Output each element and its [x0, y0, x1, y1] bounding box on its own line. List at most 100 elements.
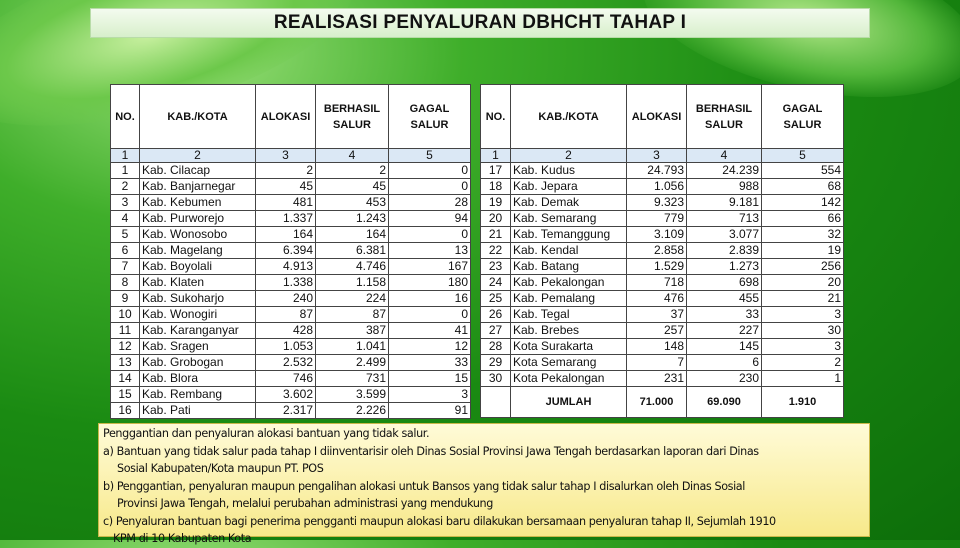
- note-c-cont: KPM di 10 Kabupaten Kota: [113, 532, 252, 545]
- kab-kota-cell: Kab. Temanggung: [510, 226, 627, 243]
- gagal-cell: 16: [388, 290, 471, 307]
- index-cell: 1: [480, 148, 511, 163]
- berhasil-cell: 2.499: [315, 354, 389, 371]
- total-row: JUMLAH 71.000 69.090 1.910: [480, 386, 844, 418]
- alokasi-cell: 746: [255, 370, 316, 387]
- alokasi-cell: 1.053: [255, 338, 316, 355]
- berhasil-cell: 1.243: [315, 210, 389, 227]
- table-row: 6 Kab. Magelang 6.394 6.381 13: [110, 242, 471, 259]
- no-cell: 20: [480, 210, 511, 227]
- kab-kota-cell: Kota Pekalongan: [510, 370, 627, 387]
- index-cell: 2: [139, 148, 256, 163]
- index-cell: 5: [761, 148, 844, 163]
- alokasi-cell: 240: [255, 290, 316, 307]
- kab-kota-cell: Kota Semarang: [510, 354, 627, 371]
- gagal-cell: 13: [388, 242, 471, 259]
- kab-kota-cell: Kab. Demak: [510, 194, 627, 211]
- no-cell: 23: [480, 258, 511, 275]
- table-row: 4 Kab. Purworejo 1.337 1.243 94: [110, 210, 471, 227]
- berhasil-cell: 4.746: [315, 258, 389, 275]
- table-row: 23 Kab. Batang 1.529 1.273 256: [480, 258, 844, 275]
- kab-kota-cell: Kab. Banjarnegar: [139, 178, 256, 195]
- kab-kota-cell: Kab. Cilacap: [139, 162, 256, 179]
- alokasi-cell: 779: [626, 210, 687, 227]
- total-alokasi: 71.000: [626, 386, 687, 418]
- total-berhasil: 69.090: [686, 386, 762, 418]
- berhasil-cell: 87: [315, 306, 389, 323]
- col-header: KAB./KOTA: [139, 84, 256, 149]
- kab-kota-cell: Kab. Purworejo: [139, 210, 256, 227]
- gagal-cell: 28: [388, 194, 471, 211]
- col-header: ALOKASI: [255, 84, 316, 149]
- index-cell: 3: [626, 148, 687, 163]
- alokasi-cell: 6.394: [255, 242, 316, 259]
- col-header: NO.: [480, 84, 511, 149]
- kab-kota-cell: Kab. Kebumen: [139, 194, 256, 211]
- alokasi-cell: 3.109: [626, 226, 687, 243]
- kab-kota-cell: Kab. Tegal: [510, 306, 627, 323]
- kab-kota-cell: Kab. Pekalongan: [510, 274, 627, 291]
- no-cell: 30: [480, 370, 511, 387]
- table-row: 29 Kota Semarang 7 6 2: [480, 354, 844, 371]
- gagal-cell: 33: [388, 354, 471, 371]
- alokasi-cell: 87: [255, 306, 316, 323]
- table-row: 24 Kab. Pekalongan 718 698 20: [480, 274, 844, 291]
- alokasi-cell: 481: [255, 194, 316, 211]
- kab-kota-cell: Kota Surakarta: [510, 338, 627, 355]
- berhasil-cell: 2.226: [315, 402, 389, 419]
- no-cell: 11: [110, 322, 140, 339]
- berhasil-cell: 453: [315, 194, 389, 211]
- alokasi-cell: 1.529: [626, 258, 687, 275]
- note-heading: Penggantian dan penyaluran alokasi bantu…: [103, 427, 430, 440]
- table-row: 7 Kab. Boyolali 4.913 4.746 167: [110, 258, 471, 275]
- col-header: BERHASIL SALUR: [315, 84, 389, 149]
- col-header: BERHASIL SALUR: [686, 84, 762, 149]
- no-cell: 5: [110, 226, 140, 243]
- alokasi-cell: 718: [626, 274, 687, 291]
- gagal-cell: 0: [388, 162, 471, 179]
- note-b-cont: Provinsi Jawa Tengah, melalui perubahan …: [117, 497, 493, 510]
- no-cell: 9: [110, 290, 140, 307]
- gagal-cell: 3: [388, 386, 471, 403]
- gagal-cell: 91: [388, 402, 471, 419]
- kab-kota-cell: Kab. Klaten: [139, 274, 256, 291]
- table-row: 14 Kab. Blora 746 731 15: [110, 370, 471, 387]
- berhasil-cell: 1.158: [315, 274, 389, 291]
- berhasil-cell: 6.381: [315, 242, 389, 259]
- berhasil-cell: 33: [686, 306, 762, 323]
- gagal-cell: 19: [761, 242, 844, 259]
- table-row: 8 Kab. Klaten 1.338 1.158 180: [110, 274, 471, 291]
- gagal-cell: 30: [761, 322, 844, 339]
- kab-kota-cell: Kab. Kendal: [510, 242, 627, 259]
- table-row: 17 Kab. Kudus 24.793 24.239 554: [480, 162, 844, 179]
- gagal-cell: 256: [761, 258, 844, 275]
- no-cell: 18: [480, 178, 511, 195]
- berhasil-cell: 45: [315, 178, 389, 195]
- no-cell: 21: [480, 226, 511, 243]
- table-row: 26 Kab. Tegal 37 33 3: [480, 306, 844, 323]
- alokasi-cell: 476: [626, 290, 687, 307]
- col-header: GAGAL SALUR: [761, 84, 844, 149]
- col-header: ALOKASI: [626, 84, 687, 149]
- gagal-cell: 21: [761, 290, 844, 307]
- berhasil-cell: 164: [315, 226, 389, 243]
- no-cell: 1: [110, 162, 140, 179]
- gagal-cell: 3: [761, 338, 844, 355]
- kab-kota-cell: Kab. Boyolali: [139, 258, 256, 275]
- berhasil-cell: 227: [686, 322, 762, 339]
- kab-kota-cell: Kab. Sragen: [139, 338, 256, 355]
- alokasi-cell: 1.337: [255, 210, 316, 227]
- no-cell: 7: [110, 258, 140, 275]
- table-row: 3 Kab. Kebumen 481 453 28: [110, 194, 471, 211]
- berhasil-cell: 387: [315, 322, 389, 339]
- col-header: GAGAL SALUR: [388, 84, 471, 149]
- alokasi-cell: 45: [255, 178, 316, 195]
- gagal-cell: 12: [388, 338, 471, 355]
- kab-kota-cell: Kab. Sukoharjo: [139, 290, 256, 307]
- no-cell: 10: [110, 306, 140, 323]
- note-c: c) Penyaluran bantuan bagi penerima peng…: [103, 514, 776, 528]
- kab-kota-cell: Kab. Grobogan: [139, 354, 256, 371]
- alokasi-cell: 1.056: [626, 178, 687, 195]
- table-row: 30 Kota Pekalongan 231 230 1: [480, 370, 844, 387]
